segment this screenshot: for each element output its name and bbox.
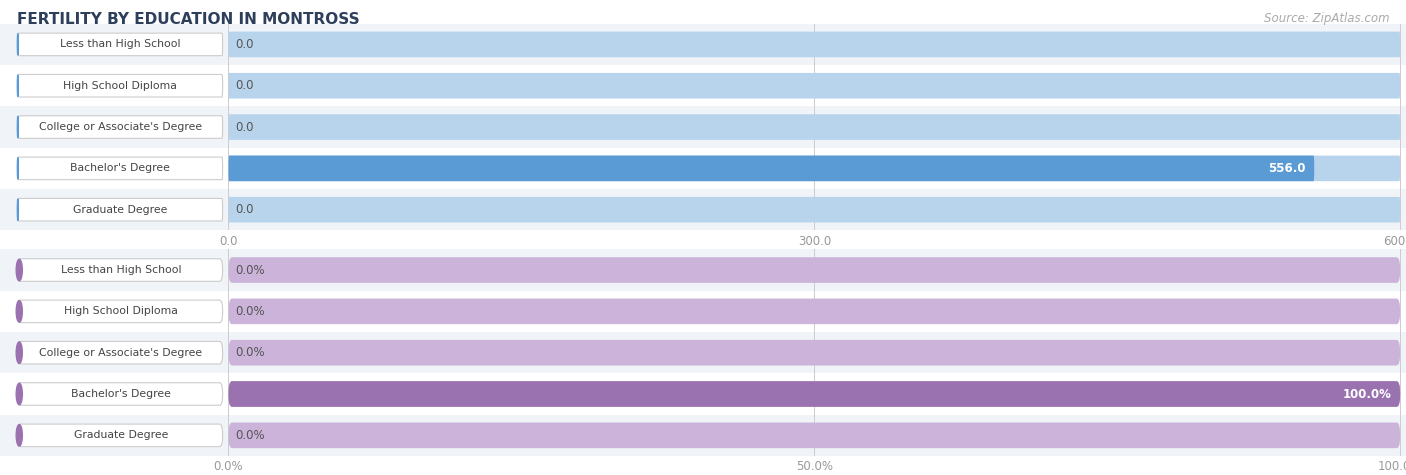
FancyBboxPatch shape — [229, 423, 1400, 448]
Text: Less than High School: Less than High School — [60, 265, 181, 275]
FancyBboxPatch shape — [229, 381, 1400, 407]
FancyBboxPatch shape — [18, 33, 222, 56]
Bar — [0, 373, 1406, 415]
Text: 0.0%: 0.0% — [236, 264, 266, 276]
Bar — [0, 332, 1406, 373]
Text: 0.0%: 0.0% — [236, 305, 266, 318]
FancyBboxPatch shape — [18, 342, 222, 364]
Text: High School Diploma: High School Diploma — [65, 306, 179, 316]
Bar — [0, 415, 1406, 456]
Text: Less than High School: Less than High School — [60, 39, 180, 49]
Text: Graduate Degree: Graduate Degree — [73, 205, 167, 215]
FancyBboxPatch shape — [229, 156, 1315, 181]
FancyBboxPatch shape — [18, 157, 222, 180]
Circle shape — [17, 425, 22, 446]
Text: College or Associate's Degree: College or Associate's Degree — [39, 348, 202, 358]
Circle shape — [17, 259, 22, 281]
FancyBboxPatch shape — [229, 257, 1400, 283]
FancyBboxPatch shape — [18, 116, 222, 138]
FancyBboxPatch shape — [18, 75, 222, 97]
Text: 0.0: 0.0 — [236, 121, 254, 133]
Bar — [0, 189, 1406, 230]
FancyBboxPatch shape — [229, 73, 1400, 98]
FancyBboxPatch shape — [18, 424, 222, 446]
Text: Source: ZipAtlas.com: Source: ZipAtlas.com — [1264, 12, 1389, 25]
Bar — [0, 24, 1406, 65]
FancyBboxPatch shape — [18, 199, 222, 221]
Text: 100.0%: 100.0% — [1343, 388, 1392, 400]
FancyBboxPatch shape — [229, 340, 1400, 365]
FancyBboxPatch shape — [229, 32, 1400, 57]
Circle shape — [17, 342, 22, 363]
Text: Bachelor's Degree: Bachelor's Degree — [72, 389, 172, 399]
FancyBboxPatch shape — [229, 197, 1400, 222]
Text: FERTILITY BY EDUCATION IN MONTROSS: FERTILITY BY EDUCATION IN MONTROSS — [17, 12, 360, 27]
Text: High School Diploma: High School Diploma — [63, 81, 177, 91]
Text: 556.0: 556.0 — [1268, 162, 1306, 175]
Text: Graduate Degree: Graduate Degree — [75, 430, 169, 440]
Text: 0.0: 0.0 — [236, 38, 254, 51]
FancyBboxPatch shape — [229, 156, 1400, 181]
Bar — [0, 148, 1406, 189]
Text: 0.0: 0.0 — [236, 203, 254, 216]
Bar — [0, 106, 1406, 148]
Circle shape — [17, 383, 22, 405]
Text: 0.0%: 0.0% — [236, 429, 266, 442]
Text: 0.0: 0.0 — [236, 79, 254, 92]
Bar — [0, 65, 1406, 106]
FancyBboxPatch shape — [18, 383, 222, 405]
Text: Bachelor's Degree: Bachelor's Degree — [70, 163, 170, 173]
Text: 0.0%: 0.0% — [236, 346, 266, 359]
Circle shape — [17, 301, 22, 322]
FancyBboxPatch shape — [229, 381, 1400, 407]
Bar — [0, 249, 1406, 291]
FancyBboxPatch shape — [229, 114, 1400, 140]
Bar — [0, 291, 1406, 332]
FancyBboxPatch shape — [18, 259, 222, 281]
FancyBboxPatch shape — [229, 299, 1400, 324]
FancyBboxPatch shape — [18, 300, 222, 323]
Text: College or Associate's Degree: College or Associate's Degree — [39, 122, 202, 132]
